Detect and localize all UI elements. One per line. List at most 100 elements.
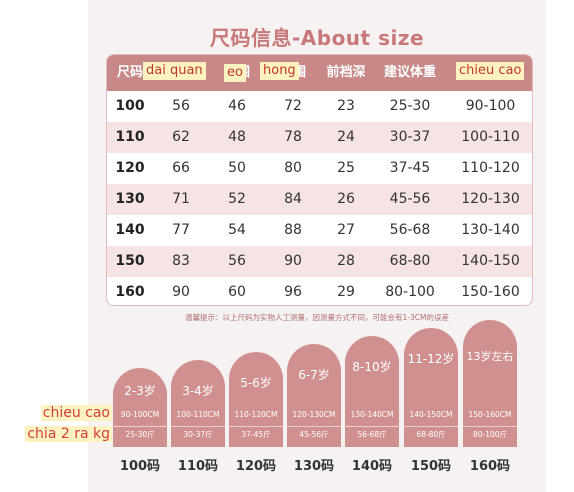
arch-height: 150-160CM [468, 410, 512, 419]
cell: 80-100 [385, 284, 435, 300]
cell: 90 [172, 284, 190, 300]
cell: 90 [284, 253, 302, 269]
cell: 150-160 [461, 284, 520, 300]
cell: 140-150 [461, 253, 520, 269]
cell: 37-45 [389, 160, 431, 176]
cell: 50 [228, 160, 246, 176]
arch-age: 11-12岁 [407, 352, 455, 366]
cell: 25 [337, 160, 355, 176]
arch-height: 130-140CM [350, 410, 394, 419]
arch-age: 2-3岁 [124, 384, 156, 398]
cell: 83 [172, 253, 190, 269]
header-weight: 建议体重 [383, 65, 436, 80]
cell: 71 [172, 191, 190, 207]
cell: 100 [115, 98, 145, 114]
cell: 25-30 [389, 98, 431, 114]
annotation-hong: hong [260, 62, 299, 80]
arch-height: 100-110CM [176, 410, 220, 419]
cell: 150 [115, 253, 145, 269]
arch-card-120: 5-6岁 110-120CM 37-45斤 [229, 352, 283, 447]
arch-size-label: 140码 [351, 459, 393, 474]
cell: 66 [172, 160, 190, 176]
table-row: 120 66 50 80 25 37-45 110-120 [107, 153, 532, 184]
annotation-eo: eo [224, 64, 246, 82]
cell: 160 [115, 284, 145, 300]
size-table: 尺码 腰围 腰围 臀围 前裆深 建议体重 建议身高 100 56 46 72 2… [106, 54, 533, 306]
cell: 23 [337, 98, 355, 114]
cell: 130-140 [461, 222, 520, 238]
cell: 100-110 [461, 129, 520, 145]
cell: 52 [228, 191, 246, 207]
cell: 24 [337, 129, 355, 145]
cell: 77 [172, 222, 190, 238]
cell: 27 [337, 222, 355, 238]
cell: 56 [172, 98, 190, 114]
arch-age: 3-4岁 [182, 384, 214, 398]
arch-height: 120-130CM [292, 410, 336, 419]
cell: 84 [284, 191, 302, 207]
cell: 96 [284, 284, 302, 300]
arch-size-label: 100码 [119, 459, 161, 474]
arch-size-label: 150码 [410, 459, 452, 474]
cell: 54 [228, 222, 246, 238]
cell: 28 [337, 253, 355, 269]
arch-card-100: 2-3岁 90-100CM 25-30斤 [113, 368, 167, 447]
arch-card-110: 3-4岁 100-110CM 30-37斤 [171, 360, 225, 447]
annotation-chieu-cao: chieu cao [456, 62, 525, 80]
arch-size-label: 160码 [469, 459, 511, 474]
cell: 46 [228, 98, 246, 114]
page-title: 尺码信息-About size [209, 26, 425, 50]
cell: 56-68 [389, 222, 431, 238]
cell: 90-100 [465, 98, 516, 114]
table-row: 160 90 60 96 29 80-100 150-160 [107, 277, 532, 305]
arch-card-130: 6-7岁 120-130CM 45-56斤 [287, 344, 341, 447]
side-note-line1: chieu cao [40, 405, 112, 421]
cell: 56 [228, 253, 246, 269]
header-front-rise: 前裆深 [326, 65, 366, 80]
cell: 80 [284, 160, 302, 176]
arch-weight: 37-45斤 [229, 426, 283, 440]
arch-weight: 25-30斤 [113, 426, 167, 440]
cell: 120-130 [461, 191, 520, 207]
header-size: 尺码 [116, 65, 143, 80]
cell: 45-56 [389, 191, 431, 207]
measurement-tip: 温馨提示：以上尺码为实物人工测量，因测量方式不同，可能会有1-3CM的误差 [185, 313, 449, 322]
cell: 60 [228, 284, 246, 300]
arch-size-label: 130码 [293, 459, 335, 474]
side-note-line2: chia 2 ra kg [25, 426, 112, 442]
cell: 72 [284, 98, 302, 114]
cell: 29 [337, 284, 355, 300]
cell: 68-80 [389, 253, 431, 269]
cell: 62 [172, 129, 190, 145]
arch-age: 8-10岁 [352, 360, 392, 374]
arch-card-150: 11-12岁 140-150CM 68-80斤 [404, 328, 458, 447]
arch-size-label: 110码 [177, 459, 219, 474]
arch-height: 110-120CM [234, 410, 278, 419]
cell: 110-120 [461, 160, 520, 176]
cell: 130 [115, 191, 145, 207]
cell: 120 [115, 160, 145, 176]
arch-height: 90-100CM [120, 410, 160, 419]
arch-card-140: 8-10岁 130-140CM 56-68斤 [345, 336, 399, 447]
cell: 140 [115, 222, 145, 238]
cell: 110 [115, 129, 145, 145]
arch-weight: 30-37斤 [171, 426, 225, 440]
table-row: 150 83 56 90 28 68-80 140-150 [107, 246, 532, 277]
cell: 78 [284, 129, 302, 145]
cell: 26 [337, 191, 355, 207]
arch-height: 140-150CM [409, 410, 453, 419]
table-row: 100 56 46 72 23 25-30 90-100 [107, 91, 532, 122]
arch-weight: 80-100斤 [463, 426, 517, 440]
arch-age: 13岁左右 [466, 350, 514, 363]
arch-age: 5-6岁 [240, 376, 272, 390]
table-row: 110 62 48 78 24 30-37 100-110 [107, 122, 532, 153]
arch-weight: 68-80斤 [404, 426, 458, 440]
table-row: 140 77 54 88 27 56-68 130-140 [107, 215, 532, 246]
arch-card-160: 13岁左右 150-160CM 80-100斤 [463, 320, 517, 447]
cell: 88 [284, 222, 302, 238]
cell: 30-37 [389, 129, 431, 145]
table-row: 130 71 52 84 26 45-56 120-130 [107, 184, 532, 215]
cell: 48 [228, 129, 246, 145]
arch-weight: 56-68斤 [345, 426, 399, 440]
annotation-dai-quan: dai quan [143, 62, 206, 80]
